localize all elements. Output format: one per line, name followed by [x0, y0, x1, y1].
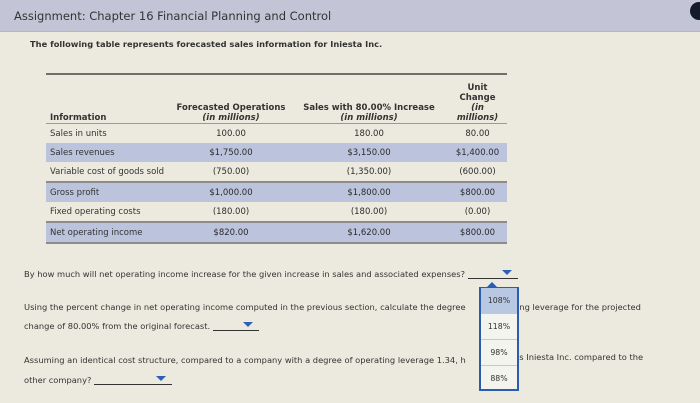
chevron-down-icon — [156, 376, 167, 381]
option-98[interactable]: 98% — [481, 340, 517, 366]
answer-dropdown-3[interactable] — [94, 374, 173, 385]
chevron-down-icon — [242, 322, 253, 327]
option-118[interactable]: 118% — [481, 314, 517, 340]
table-row: Gross profit $1,000.00 $1,800.00 $800.00 — [46, 181, 507, 202]
table-row: Net operating income $820.00 $1,620.00 $… — [46, 221, 507, 244]
answer-dropdown-2[interactable] — [212, 320, 259, 331]
option-88[interactable]: 88% — [490, 374, 508, 383]
table-row: Sales revenues $1,750.00 $3,150.00 $1,40… — [46, 143, 507, 162]
question-3-line2: other company? — [24, 374, 173, 385]
assignment-title: Assignment: Chapter 16 Financial Plannin… — [14, 9, 332, 23]
question-3-tail: is Iniesta Inc. compared to the — [517, 352, 644, 362]
answer-options-list[interactable]: 108% 118% 98% 88% — [479, 287, 519, 391]
question-2: Using the percent change in net operatin… — [24, 302, 466, 312]
question-2-tail: ing leverage for the projected — [517, 302, 641, 312]
column-header: Information — [50, 113, 107, 123]
intro-text: The following table represents forecaste… — [30, 39, 383, 49]
header-badge-icon — [690, 2, 700, 20]
answer-dropdown-1[interactable] — [467, 268, 518, 279]
column-header: Sales with 80.00% Increase (in millions) — [303, 103, 435, 123]
forecast-table: Information Forecasted Operations (in mil… — [46, 73, 507, 244]
dropdown-pointer-icon — [487, 282, 497, 287]
question-1: By how much will net operating income in… — [24, 268, 518, 279]
table-row: Variable cost of goods sold (750.00) (1,… — [50, 166, 496, 177]
question-2-line2: change of 80.00% from the original forec… — [24, 320, 259, 331]
question-3: Assuming an identical cost structure, co… — [24, 355, 466, 365]
chevron-down-icon — [501, 270, 512, 275]
column-header: Forecasted Operations (in millions) — [176, 103, 286, 123]
table-row: Sales in units 100.00 180.00 80.00 — [50, 128, 490, 139]
column-header: Unit Change (in millions) — [456, 83, 499, 123]
option-108[interactable]: 108% — [481, 288, 517, 314]
assignment-header: Assignment: Chapter 16 Financial Plannin… — [0, 0, 700, 32]
table-header: Information Forecasted Operations (in mil… — [46, 83, 507, 124]
table-row: Fixed operating costs (180.00) (180.00) … — [50, 206, 491, 217]
